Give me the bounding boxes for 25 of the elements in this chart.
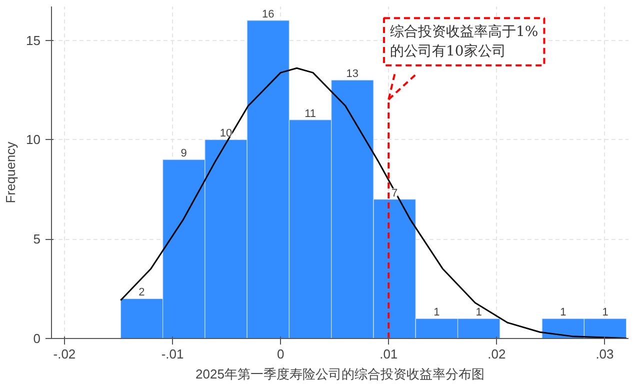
y-tick-label: 15: [26, 32, 41, 48]
x-tick-label: -.02: [53, 346, 76, 362]
x-tick-label: 0: [276, 346, 284, 362]
data-label: 7: [392, 187, 398, 200]
data-label: 13: [346, 68, 359, 80]
data-label: 1: [602, 306, 608, 319]
x-tick-label: -.01: [161, 346, 184, 362]
x-axis-title: 2025年第一季度寿险公司的综合投资收益率分布图: [196, 366, 484, 382]
data-label: 1: [434, 306, 440, 319]
y-tick-label: 0: [33, 331, 41, 346]
x-tick-label: .01: [380, 346, 398, 362]
y-tick-label: 10: [26, 132, 41, 148]
data-label: 10: [220, 128, 232, 140]
data-label: 2: [138, 286, 145, 299]
line-series: [120, 67, 628, 338]
data-label: 1: [560, 306, 566, 319]
x-tick-label: .03: [596, 346, 614, 362]
ref-line-label: 综合投资收益率高于1% 的公司有10家公司: [390, 24, 538, 60]
data-label: 11: [304, 108, 316, 120]
data-label: 9: [180, 148, 187, 160]
x-tick-label: .02: [488, 346, 506, 362]
data-label: 16: [262, 8, 274, 20]
y-tick-label: 5: [33, 232, 41, 247]
data-label: 1: [476, 306, 482, 319]
y-axis-title: Frequency: [3, 141, 18, 204]
